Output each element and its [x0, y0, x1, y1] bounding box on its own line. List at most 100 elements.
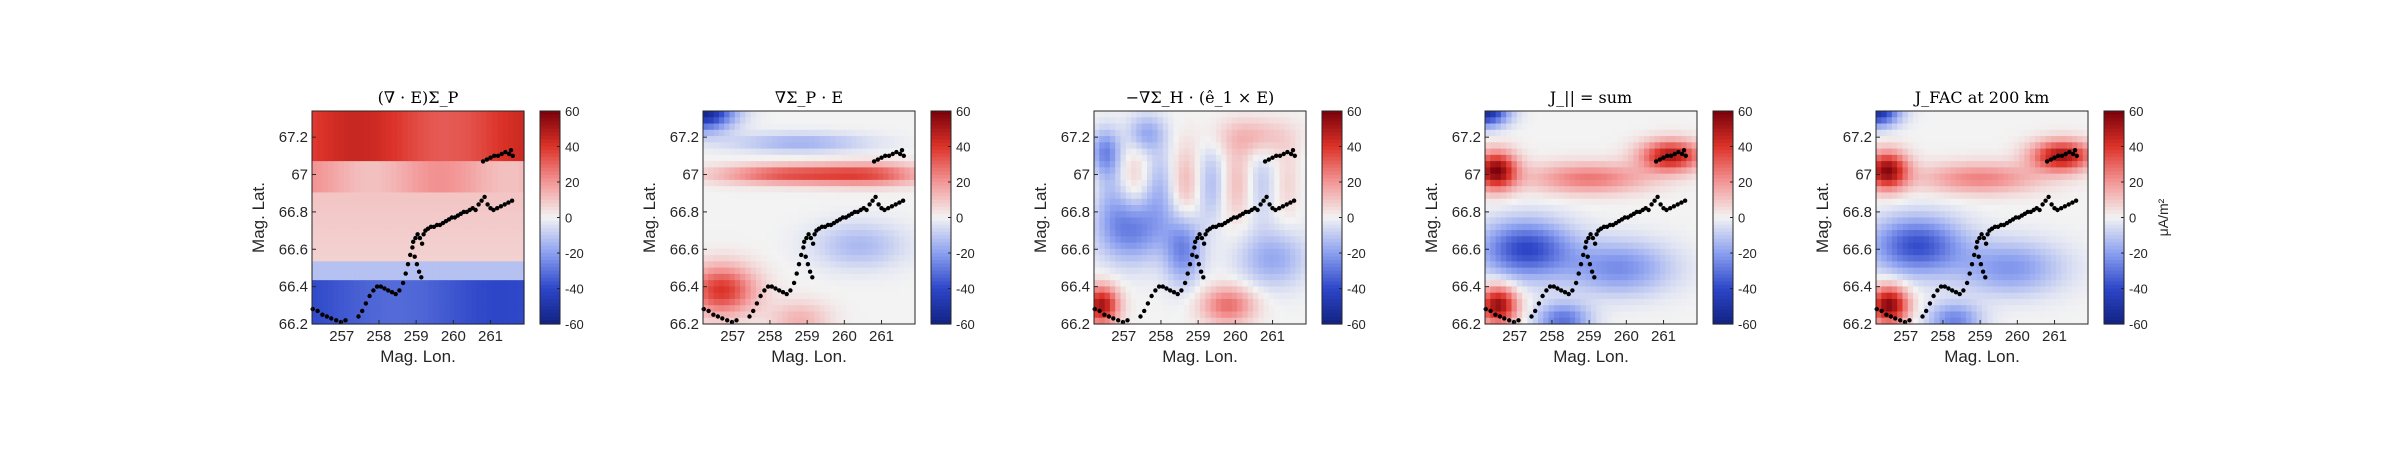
track-point	[801, 245, 806, 250]
heatmap-cell	[412, 154, 419, 162]
heatmap-cell	[1226, 161, 1233, 168]
heatmap-cell	[1099, 317, 1106, 325]
heatmap-cell	[1231, 179, 1238, 187]
heatmap-cell	[718, 173, 725, 181]
heatmap-cell	[481, 317, 488, 325]
heatmap-cell	[312, 129, 318, 137]
heatmap-cell	[354, 280, 361, 288]
heatmap-cell	[513, 148, 520, 156]
heatmap-cell	[343, 136, 350, 143]
heatmap-cell	[1120, 192, 1127, 200]
colorbar-segment	[931, 288, 951, 293]
heatmap-cell	[771, 136, 778, 143]
heatmap-cell	[703, 261, 709, 269]
heatmap-cell	[312, 198, 318, 206]
heatmap-cell	[1231, 161, 1238, 168]
heatmap-cell	[407, 280, 414, 288]
heatmap-cell	[724, 123, 731, 131]
heatmap-cell	[888, 248, 895, 256]
heatmap-cell	[460, 267, 467, 275]
heatmap-cell	[1189, 204, 1196, 212]
heatmap-cell	[380, 236, 387, 244]
x-tick-label: 258	[757, 328, 782, 345]
heatmap-cell	[513, 317, 520, 325]
track-point	[1145, 301, 1151, 306]
colorbar-segment	[931, 210, 951, 215]
heatmap-cell	[1099, 161, 1106, 168]
heatmap-cell	[893, 261, 900, 269]
heatmap-cell	[1242, 273, 1249, 281]
heatmap-cell	[407, 142, 414, 150]
heatmap-cell	[1168, 211, 1175, 219]
heatmap-cell	[777, 142, 784, 150]
heatmap-cell	[317, 236, 324, 244]
heatmap-cell	[1136, 204, 1143, 212]
heatmap-cell	[460, 223, 467, 231]
heatmap-cell	[518, 280, 525, 288]
heatmap-cell	[750, 192, 757, 200]
heatmap-cell	[1522, 255, 1528, 262]
heatmap-cell	[1109, 129, 1116, 137]
heatmap-cell	[1279, 255, 1286, 262]
heatmap-cell	[1242, 317, 1249, 325]
heatmap-cell	[1173, 248, 1180, 256]
heatmap-cell	[798, 129, 805, 137]
heatmap-cell	[338, 305, 345, 313]
heatmap-cell	[465, 280, 472, 288]
heatmap-cell	[312, 173, 318, 181]
heatmap-cell	[1295, 136, 1302, 143]
heatmap-cell	[1295, 317, 1302, 325]
heatmap-cell	[761, 161, 768, 168]
heatmap-cell	[396, 142, 403, 150]
heatmap-cell	[1173, 286, 1180, 294]
heatmap-cell	[1178, 267, 1185, 275]
heatmap-cell	[708, 236, 715, 244]
heatmap-cell	[771, 211, 778, 219]
heatmap-cell	[830, 186, 837, 194]
heatmap-cell	[1500, 223, 1507, 231]
heatmap-cell	[455, 236, 461, 244]
heatmap-cell	[814, 179, 821, 187]
heatmap-cell	[835, 204, 842, 212]
heatmap-cell	[449, 211, 456, 219]
heatmap-cell	[1527, 280, 1534, 288]
heatmap-cell	[1210, 311, 1217, 319]
heatmap-cell	[444, 292, 451, 300]
x-tick-label: 260	[832, 328, 857, 345]
heatmap-cell	[375, 192, 382, 200]
heatmap-cell	[1215, 142, 1222, 150]
heatmap-cell	[1215, 298, 1222, 306]
heatmap-cell	[1184, 204, 1190, 212]
track-point	[773, 286, 778, 291]
heatmap-cell	[1200, 111, 1206, 118]
heatmap-cell	[1157, 111, 1164, 118]
heatmap-cell	[1162, 186, 1169, 194]
heatmap-cell	[1495, 286, 1502, 294]
heatmap-cell	[1490, 217, 1497, 225]
heatmap-cell	[412, 292, 419, 300]
heatmap-cell	[756, 111, 762, 118]
heatmap-cell	[777, 273, 784, 281]
heatmap-cell	[904, 129, 911, 137]
track-point	[758, 293, 763, 299]
heatmap-cell	[1532, 255, 1539, 262]
heatmap-cell	[423, 298, 430, 306]
heatmap-cell	[787, 161, 794, 168]
heatmap-cell	[433, 230, 440, 237]
x-tick-label: 257	[329, 328, 354, 345]
heatmap-cell	[1231, 129, 1238, 137]
heatmap-cell	[1205, 305, 1212, 313]
heatmap-cell	[418, 286, 424, 294]
heatmap-cell	[423, 217, 430, 225]
heatmap-cell	[439, 123, 446, 131]
heatmap-cell	[1274, 305, 1281, 313]
heatmap-cell	[1284, 248, 1291, 256]
heatmap-cell	[1210, 204, 1217, 212]
heatmap-cell	[1247, 217, 1254, 225]
heatmap-cell	[798, 267, 805, 275]
heatmap-cell	[481, 167, 488, 175]
heatmap-cell	[1527, 317, 1534, 325]
heatmap-cell	[1231, 167, 1238, 175]
heatmap-cell	[840, 298, 847, 306]
heatmap-cell	[1490, 154, 1497, 162]
